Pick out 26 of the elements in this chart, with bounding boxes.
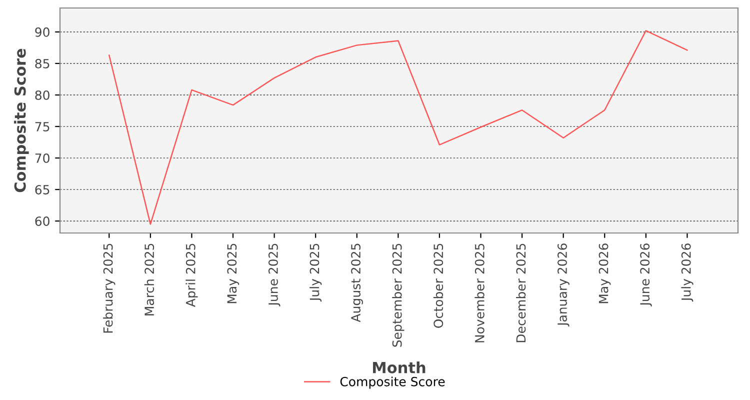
x-tick-label: May 2025 bbox=[227, 244, 240, 304]
x-tick-label: June 2026 bbox=[640, 244, 652, 306]
x-axis-title: Month bbox=[373, 361, 426, 374]
y-tick-label: 80 bbox=[35, 90, 50, 100]
x-tick-label: August 2025 bbox=[351, 244, 363, 322]
x-tick-label: January 2026 bbox=[558, 244, 570, 327]
y-tick-label: 90 bbox=[35, 27, 50, 37]
y-tick-label: 60 bbox=[35, 216, 50, 226]
x-tick-label: December 2025 bbox=[516, 244, 526, 342]
y-tick-label: 85 bbox=[35, 58, 50, 68]
x-tick-label: April 2025 bbox=[186, 244, 198, 307]
x-tick-label: October 2025 bbox=[433, 244, 444, 328]
x-tick-label: February 2025 bbox=[103, 244, 116, 333]
line-series bbox=[108, 30, 688, 225]
x-tick-label: June 2025 bbox=[268, 244, 280, 306]
x-tick-label: November 2025 bbox=[474, 244, 484, 342]
x-tick-label: March 2025 bbox=[144, 244, 154, 316]
y-tick-label: 65 bbox=[35, 184, 50, 194]
x-tick-label: May 2026 bbox=[598, 244, 611, 304]
y-tick-label: 70 bbox=[35, 153, 50, 163]
x-tick-label: July 2026 bbox=[681, 244, 694, 302]
x-tick-label: July 2025 bbox=[310, 244, 322, 302]
legend-label: Composite Score bbox=[340, 376, 445, 389]
y-axis-title: Composite Score bbox=[14, 48, 29, 192]
x-tick-label: September 2025 bbox=[392, 244, 404, 347]
y-tick-label: 75 bbox=[35, 122, 50, 132]
